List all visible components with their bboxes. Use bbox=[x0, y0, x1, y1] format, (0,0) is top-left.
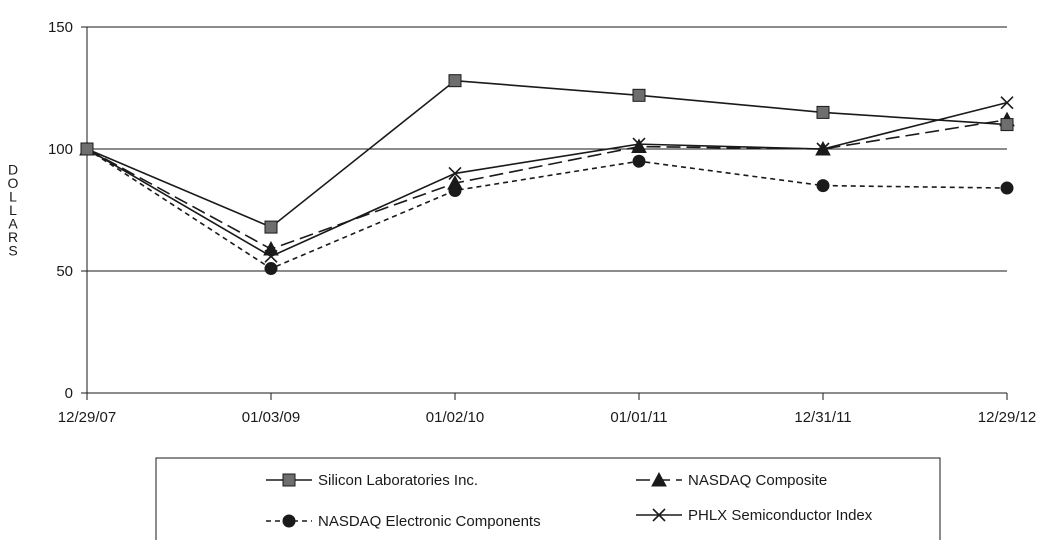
x-marker bbox=[448, 166, 462, 180]
x-marker bbox=[1000, 96, 1014, 110]
legend-label: NASDAQ Composite bbox=[688, 472, 827, 489]
square-marker bbox=[1000, 118, 1014, 132]
square-marker bbox=[632, 88, 646, 102]
triangle-marker bbox=[631, 138, 647, 154]
circle-marker bbox=[282, 514, 296, 528]
series-line bbox=[86, 101, 1008, 258]
x-tick-label: 01/03/09 bbox=[242, 409, 300, 426]
y-axis-label-letter: R bbox=[8, 229, 18, 245]
legend-box bbox=[155, 457, 941, 545]
y-axis-label-letter: A bbox=[8, 216, 18, 232]
y-axis-label-letter: O bbox=[8, 175, 19, 191]
series-line bbox=[86, 148, 1008, 270]
legend-item: PHLX Semiconductor Index bbox=[636, 507, 873, 524]
square-marker bbox=[282, 473, 296, 487]
legend-item: NASDAQ Composite bbox=[636, 471, 827, 489]
triangle-marker bbox=[263, 240, 279, 256]
circle-marker bbox=[632, 154, 646, 168]
square-marker bbox=[80, 142, 94, 156]
circle-marker bbox=[1000, 181, 1014, 195]
circle-marker bbox=[448, 183, 462, 197]
axes bbox=[81, 26, 1008, 400]
circle-marker bbox=[264, 262, 278, 276]
series-square bbox=[80, 74, 1014, 234]
square-marker bbox=[816, 105, 830, 119]
x-tick-label: 12/29/12 bbox=[978, 409, 1036, 426]
series-triangle bbox=[79, 111, 1015, 256]
x-tick-label: 01/02/10 bbox=[426, 409, 484, 426]
y-tick-label: 100 bbox=[48, 141, 73, 158]
x-tick-labels: 12/29/07 01/03/09 01/02/10 01/01/11 12/31/11… bbox=[58, 409, 1036, 426]
series-group bbox=[79, 74, 1015, 276]
y-axis-label-letter: L bbox=[9, 202, 17, 218]
legend-label: NASDAQ Electronic Components bbox=[318, 513, 541, 530]
series-line bbox=[86, 79, 1008, 229]
x-tick-label: 12/29/07 bbox=[58, 409, 116, 426]
y-axis-label-letter: S bbox=[8, 243, 17, 259]
circle-marker bbox=[816, 179, 830, 193]
y-axis-label-letter: L bbox=[9, 189, 17, 205]
y-axis-label-letter: D bbox=[8, 162, 18, 178]
y-tick-label: 50 bbox=[56, 263, 73, 280]
x-marker-stroke bbox=[1000, 96, 1014, 110]
x-marker bbox=[652, 508, 666, 522]
x-marker-stroke bbox=[448, 166, 462, 180]
triangle-marker bbox=[815, 140, 831, 156]
series-x bbox=[80, 96, 1014, 263]
y-tick-labels: 0 50 100 150 bbox=[48, 19, 73, 402]
x-tick-label: 12/31/11 bbox=[794, 409, 851, 426]
x-marker-stroke bbox=[652, 508, 666, 522]
legend-item: NASDAQ Electronic Components bbox=[266, 513, 541, 530]
legend: Silicon Laboratories Inc. NASDAQ Composit… bbox=[155, 457, 941, 545]
legend-label: PHLX Semiconductor Index bbox=[688, 507, 873, 524]
square-marker bbox=[448, 74, 462, 88]
x-tick-label: 01/01/11 bbox=[610, 409, 667, 426]
square-marker bbox=[264, 220, 278, 234]
y-tick-label: 0 bbox=[65, 385, 73, 402]
legend-item: Silicon Laboratories Inc. bbox=[266, 472, 478, 489]
series-line bbox=[86, 118, 1008, 250]
legend-label: Silicon Laboratories Inc. bbox=[318, 472, 478, 489]
gridlines bbox=[87, 26, 1007, 272]
triangle-marker bbox=[651, 471, 667, 487]
y-tick-label: 150 bbox=[48, 19, 73, 36]
series-circle bbox=[80, 142, 1014, 276]
